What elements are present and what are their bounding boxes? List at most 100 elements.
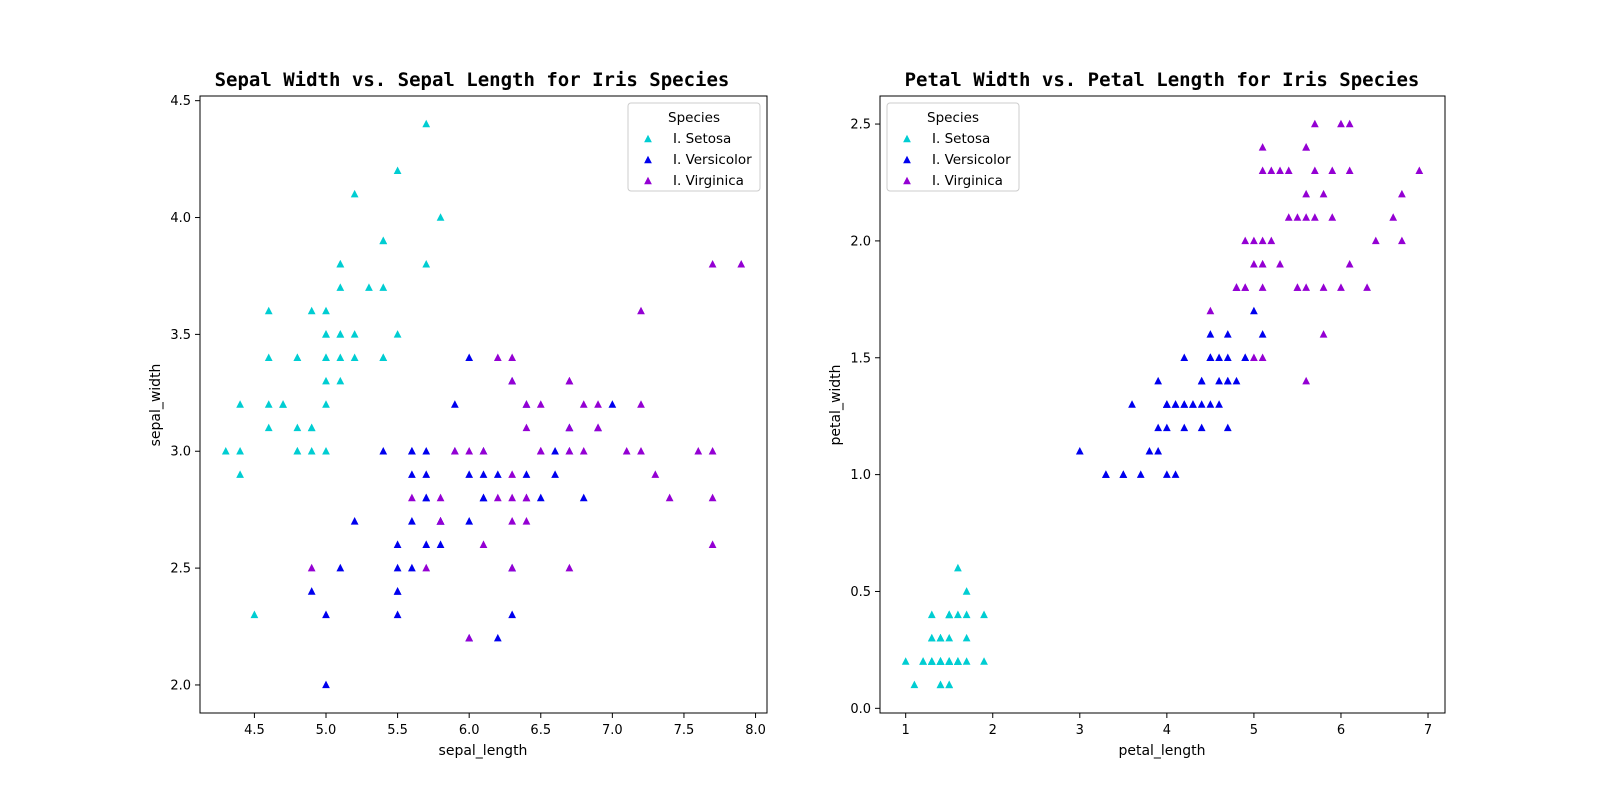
y-tick-label: 4.0 [170,211,191,226]
data-point [379,353,388,361]
data-point [910,680,919,689]
data-point [408,470,416,478]
data-point [737,259,746,268]
data-point [1293,283,1302,291]
points-layer [901,119,1424,689]
data-point [336,353,345,361]
y-tick-label: 1.5 [850,351,871,366]
x-tick-label: 7 [1424,723,1432,738]
data-point [1075,446,1084,455]
data-point [579,446,588,455]
data-point [945,680,954,689]
y-tick-label: 2.5 [170,562,191,577]
data-point [1206,353,1215,361]
y-axis-label: petal_width [828,364,844,445]
data-point [264,306,273,315]
data-point [1398,236,1406,245]
x-tick-label: 7.0 [602,723,623,738]
data-point [927,633,936,642]
y-tick-label: 0.5 [850,585,871,600]
data-point [962,610,971,619]
data-point [694,446,703,455]
data-point [1250,259,1258,268]
data-point [1258,166,1267,175]
data-point [1145,446,1154,455]
data-point [945,657,954,665]
y-axis: 2.0 2.5 3.0 3.5 4.0 4.5 [170,94,200,693]
data-point [465,470,474,478]
data-point [1241,236,1250,245]
data-point [1302,376,1311,385]
x-tick-label: 6.0 [459,723,480,738]
data-point [1180,353,1189,361]
data-point [1345,259,1354,268]
data-point [279,400,287,408]
legend-marker [644,176,652,185]
data-point [954,563,962,572]
data-point [479,446,488,455]
data-point [336,283,345,291]
data-point [1171,470,1180,478]
legend-marker [644,155,652,164]
y-tick-label: 3.5 [170,328,191,343]
data-point [1197,376,1206,385]
data-point [1154,446,1163,455]
data-point [901,657,910,665]
legend-entry: I. Setosa [673,131,731,147]
data-point [436,213,445,221]
data-point [522,493,531,502]
x-tick-label: 4.5 [244,723,265,738]
data-point [936,633,945,642]
data-point [1389,213,1398,221]
data-point [422,563,431,572]
data-point [1302,189,1311,198]
data-point [322,446,330,455]
y-axis-label: sepal_width [148,364,164,447]
data-point [221,446,230,455]
data-point [522,517,531,525]
data-point [1328,166,1337,175]
data-point [1206,330,1215,338]
data-point [1162,423,1171,432]
data-point [1250,306,1258,315]
legend-marker [903,134,911,143]
legend-marker [644,134,652,143]
data-point [307,587,316,595]
data-point [594,423,602,432]
data-point [422,446,431,455]
data-point [665,493,674,502]
data-point [322,376,330,385]
data-point [579,400,588,408]
data-point [1284,166,1293,175]
data-point [637,446,645,455]
data-point [962,657,971,665]
plot-frame [199,95,768,714]
y-tick-label: 2.0 [850,234,871,249]
x-tick-label: 1 [902,723,910,738]
data-point [365,283,373,291]
legend-entry: I. Setosa [932,131,990,147]
data-point [579,493,588,502]
data-point [422,470,431,478]
data-point [1250,353,1258,361]
data-point [1276,259,1284,268]
y-tick-label: 1.0 [850,468,871,483]
data-point [1102,470,1110,478]
data-point [1319,330,1328,338]
data-point [465,353,474,361]
data-point [1293,213,1302,221]
data-point [565,376,574,385]
data-point [1310,119,1319,128]
data-point [264,423,273,432]
x-tick-label: 3 [1076,723,1084,738]
data-point [1223,330,1232,338]
data-point [1284,213,1293,221]
petal-chart: Petal Width vs. Petal Length for Iris Sp… [828,69,1446,759]
data-point [336,259,345,268]
data-point [1119,470,1128,478]
legend-box [627,102,761,192]
data-point [962,633,971,642]
data-point [551,446,559,455]
data-point [962,587,971,595]
